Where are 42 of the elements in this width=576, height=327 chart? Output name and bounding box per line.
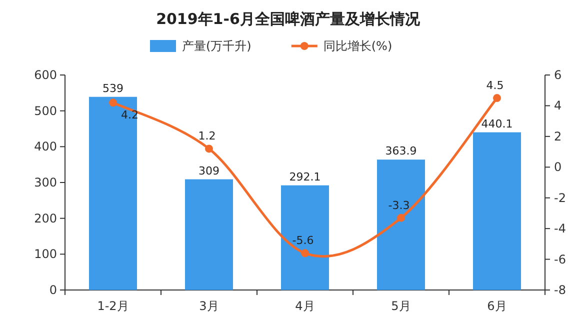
- y2-tick-label: 6: [554, 68, 562, 82]
- y2-tick-label: -6: [554, 252, 566, 266]
- data-label: -5.6: [292, 234, 314, 248]
- point: [493, 94, 501, 102]
- y2-tick-label: -2: [554, 190, 566, 205]
- data-label: 292.1: [289, 170, 321, 184]
- point: [397, 214, 405, 222]
- x-tick-label: 4月: [295, 299, 315, 313]
- data-label: -3.3: [388, 198, 410, 212]
- bar: [473, 132, 521, 290]
- bar: [89, 96, 137, 290]
- y-tick-label: 0: [49, 283, 57, 297]
- x-tick-label: 3月: [199, 299, 219, 313]
- y-tick-label: 500: [34, 104, 57, 118]
- legend-label: 同比增长(%): [323, 39, 392, 53]
- y-tick-label: 300: [34, 176, 57, 190]
- y-tick-label: 400: [34, 140, 57, 154]
- y-tick-label: 200: [34, 211, 57, 226]
- point: [205, 144, 213, 153]
- data-label: 1.2: [198, 130, 216, 143]
- data-label: 539: [102, 82, 124, 95]
- y2-tick-label: -4: [554, 222, 566, 236]
- bar: [281, 185, 329, 290]
- point: [109, 98, 117, 107]
- data-label: 309: [198, 164, 220, 178]
- point: [301, 249, 309, 258]
- x-tick-label: 1-2月: [97, 299, 129, 313]
- x-tick-label: 6月: [487, 299, 507, 313]
- data-label: 440.1: [481, 117, 513, 130]
- data-label: 4.5: [486, 79, 504, 92]
- bar: [185, 179, 233, 290]
- x-tick-label: 5月: [391, 299, 411, 313]
- y2-tick-label: 4: [554, 98, 562, 113]
- y-tick-label: 100: [34, 247, 57, 262]
- y2-tick-label: 2: [554, 129, 562, 144]
- chart-title: 2019年1-6月全国啤酒产量及增长情况: [156, 10, 421, 28]
- data-label: 363.9: [385, 144, 417, 158]
- bar: [377, 160, 425, 290]
- legend-label: 产量(万千升): [182, 39, 252, 53]
- y-tick-label: 600: [34, 68, 57, 82]
- y2-tick-label: -8: [554, 283, 566, 297]
- y2-tick-label: 0: [554, 160, 562, 174]
